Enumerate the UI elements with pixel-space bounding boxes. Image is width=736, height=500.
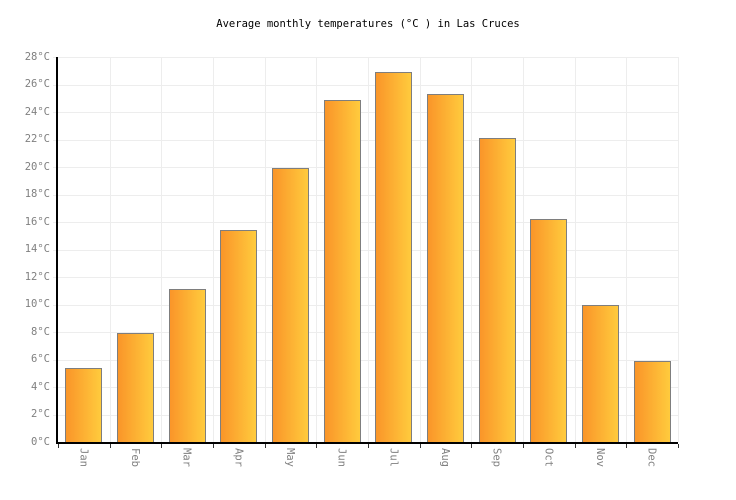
h-gridline <box>53 222 678 223</box>
v-gridline <box>264 57 266 442</box>
bar-oct <box>530 219 568 442</box>
x-tick-label: Jul <box>387 448 400 467</box>
x-tick-mark <box>419 444 421 448</box>
v-gridline <box>678 57 679 442</box>
h-gridline <box>53 387 678 388</box>
x-tick-mark <box>471 444 473 448</box>
x-tick-label: Feb <box>129 448 141 467</box>
h-gridline <box>53 194 678 196</box>
x-tick-mark <box>58 444 59 448</box>
y-tick-label: 2°C <box>31 408 50 420</box>
x-tick-mark <box>523 444 524 448</box>
bar-jan <box>65 367 103 442</box>
h-gridline <box>53 304 678 306</box>
y-tick-label: 14°C <box>24 243 50 255</box>
x-tick-mark <box>109 444 111 448</box>
bar-nov <box>582 304 619 442</box>
y-tick-label: 10°C <box>24 298 50 310</box>
x-tick-label: Mar <box>180 448 193 467</box>
y-tick-label: 24°C <box>24 105 50 118</box>
y-tick-label: 8°C <box>31 325 50 338</box>
x-tick-mark <box>264 444 266 448</box>
v-gridline <box>368 57 369 442</box>
h-gridline <box>53 332 678 333</box>
bar-aug <box>427 94 464 442</box>
x-tick-label: Jan <box>77 448 90 467</box>
y-tick-label: 12°C <box>24 270 50 283</box>
y-tick-label: 6°C <box>31 353 50 365</box>
x-tick-label: Oct <box>542 448 555 467</box>
x-tick-mark <box>213 444 214 448</box>
bar-may <box>272 168 309 442</box>
x-tick-label: Apr <box>232 448 245 467</box>
x-axis-line <box>56 442 678 444</box>
y-tick-label: 26°C <box>24 78 50 90</box>
y-tick-label: 16°C <box>24 215 50 228</box>
y-tick-label: 20°C <box>24 160 50 173</box>
h-gridline <box>53 139 678 141</box>
bar-dec <box>633 360 671 442</box>
y-tick-label: 22°C <box>24 133 50 145</box>
h-gridline <box>53 84 678 86</box>
h-gridline <box>53 359 678 361</box>
x-tick-mark <box>574 444 576 448</box>
y-tick-label: 28°C <box>24 50 50 63</box>
bar-mar <box>168 289 206 442</box>
h-gridline <box>53 57 678 58</box>
bar-feb <box>117 333 154 442</box>
bar-apr <box>220 230 258 442</box>
h-gridline <box>53 277 678 278</box>
bar-jun <box>323 99 361 442</box>
x-tick-label: Sep <box>490 448 503 467</box>
x-tick-label: Dec <box>645 448 658 467</box>
v-gridline <box>419 57 421 442</box>
y-tick-label: 18°C <box>24 188 50 200</box>
x-tick-mark <box>678 444 679 448</box>
x-tick-mark <box>368 444 369 448</box>
v-gridline <box>574 57 576 442</box>
h-gridline <box>53 249 678 251</box>
v-gridline <box>471 57 473 442</box>
x-tick-label: Aug <box>439 448 451 467</box>
x-tick-label: Nov <box>594 448 606 467</box>
y-tick-label: 0°C <box>31 435 50 448</box>
v-gridline <box>109 57 111 442</box>
chart-title: Average monthly temperatures (°C ) in La… <box>216 18 520 30</box>
h-gridline <box>53 112 678 113</box>
v-gridline <box>161 57 163 442</box>
y-axis-line <box>56 57 58 444</box>
x-tick-label: May <box>284 448 296 467</box>
v-gridline <box>213 57 214 442</box>
x-tick-mark <box>316 444 318 448</box>
y-tick-label: 4°C <box>31 380 50 393</box>
v-gridline <box>316 57 318 442</box>
h-gridline <box>53 167 678 168</box>
bar-jul <box>375 72 413 442</box>
x-tick-mark <box>161 444 163 448</box>
bar-sep <box>478 138 516 442</box>
x-tick-mark <box>626 444 628 448</box>
v-gridline <box>626 57 628 442</box>
x-tick-label: Jun <box>335 448 348 467</box>
h-gridline <box>53 414 678 416</box>
v-gridline <box>523 57 524 442</box>
